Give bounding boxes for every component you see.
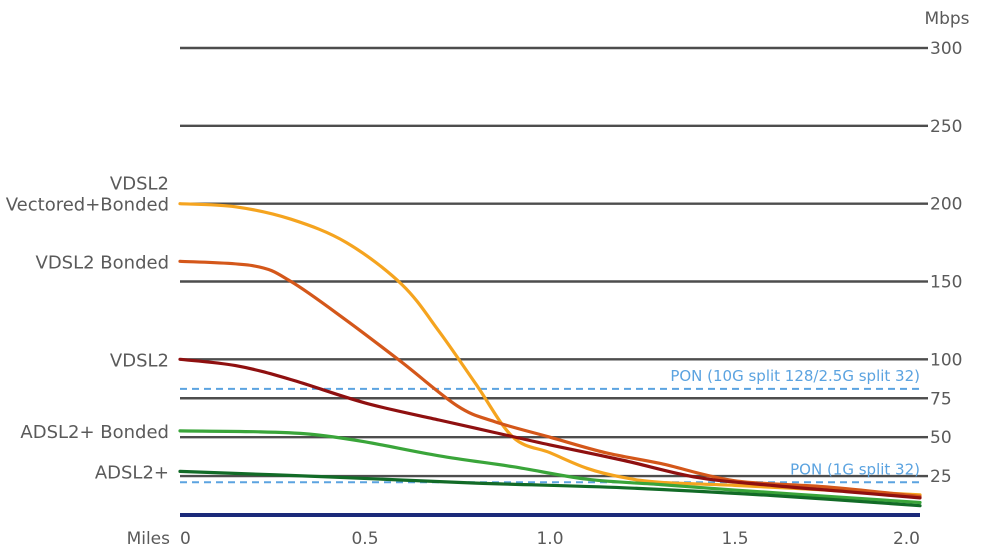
- x-tick-label: 1.0: [536, 529, 563, 549]
- series-line-adsl2-bonded: [178, 429, 922, 505]
- x-axis-unit-label: Miles: [127, 529, 171, 549]
- series-label: ADSL2+: [95, 462, 169, 483]
- series-line-vdsl2-vectored-bonded: [178, 202, 922, 497]
- x-tick-label: 1.5: [721, 529, 748, 549]
- x-tick-label: 0.5: [351, 529, 378, 549]
- y-tick-label: 150: [930, 273, 962, 293]
- series-line-vdsl2: [178, 357, 922, 500]
- reference-lines: PON (10G split 128/2.5G split 32) PON (1G…: [180, 367, 920, 484]
- x-tick-label: 2.0: [893, 529, 920, 549]
- gridlines: [180, 46, 920, 478]
- y-axis-unit-label: Mbps: [924, 9, 969, 29]
- series-label: Vectored+Bonded: [6, 195, 169, 216]
- x-axis-ticks: 0 0.5 1.0 1.5 2.0: [180, 529, 920, 549]
- y-tick-label: 250: [930, 117, 962, 137]
- y-tick-label: 25: [930, 467, 952, 487]
- y-tick-label: 50: [930, 428, 952, 448]
- series-label: VDSL2: [110, 174, 169, 195]
- y-tick-label: 100: [930, 350, 962, 370]
- y-axis-ticks: 25 50 75 100 150 200 250 300: [920, 39, 962, 487]
- y-tick-label: 200: [930, 195, 962, 215]
- x-tick-label: 0: [180, 529, 191, 549]
- series-label: VDSL2 Bonded: [36, 252, 170, 273]
- reference-line-label: PON (1G split 32): [790, 460, 920, 478]
- series-line-adsl2: [178, 469, 922, 508]
- series-label: ADSL2+ Bonded: [20, 422, 169, 443]
- series-lines: [178, 202, 922, 508]
- reference-line-label: PON (10G split 128/2.5G split 32): [670, 367, 920, 385]
- y-tick-label: 75: [930, 389, 952, 409]
- series-label: VDSL2: [110, 350, 169, 371]
- y-tick-label: 300: [930, 39, 962, 59]
